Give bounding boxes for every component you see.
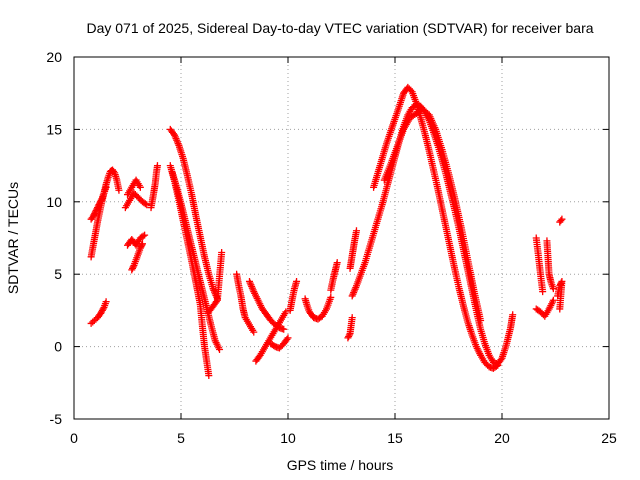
data-point: [102, 298, 110, 306]
data-point: [280, 325, 288, 333]
data-point: [293, 277, 301, 285]
data-point: [153, 162, 161, 170]
data-point: [539, 288, 547, 296]
axis-ticks: 0 5 10 15 20 25 -5 0 5 10 15 20: [46, 49, 617, 446]
data-point: [216, 345, 224, 353]
data-point: [218, 248, 226, 256]
x-tick-label: 25: [601, 430, 617, 446]
data-point: [497, 356, 505, 364]
data-point: [352, 227, 360, 235]
data-point: [97, 196, 105, 204]
data-point: [143, 201, 151, 209]
data-point: [333, 259, 341, 267]
data-point: [556, 305, 564, 313]
data-point: [115, 186, 123, 194]
data-point: [138, 241, 146, 249]
y-tick-label: 20: [46, 49, 62, 65]
x-tick-label: 15: [387, 430, 403, 446]
y-tick-label: 15: [46, 121, 62, 137]
y-axis-label: SDTVAR / TECUs: [5, 182, 21, 294]
data-point: [141, 200, 149, 208]
x-axis-label: GPS time / hours: [287, 457, 394, 473]
data-point: [282, 308, 290, 316]
data-point: [212, 298, 220, 306]
data-point: [139, 232, 147, 240]
x-tick-label: 0: [70, 430, 78, 446]
data-points: [87, 83, 566, 380]
data-point: [102, 183, 110, 191]
chart-title: Day 071 of 2025, Sidereal Day-to-day VTE…: [86, 20, 593, 36]
data-point: [141, 231, 149, 239]
data-point: [283, 335, 291, 343]
data-point: [345, 331, 353, 339]
data-point: [205, 372, 213, 380]
x-tick-label: 5: [177, 430, 185, 446]
data-point: [136, 183, 144, 191]
data-point: [509, 311, 517, 319]
data-point: [558, 215, 566, 223]
y-tick-label: 10: [46, 194, 62, 210]
data-point: [110, 167, 118, 175]
data-point: [138, 240, 146, 248]
data-point: [494, 361, 502, 369]
data-point: [477, 317, 485, 325]
y-tick-label: 0: [54, 339, 62, 355]
grid-lines: [74, 57, 609, 419]
data-point: [549, 285, 557, 293]
data-point: [492, 362, 500, 370]
data-point: [129, 263, 137, 271]
data-point: [557, 217, 565, 225]
data-point: [250, 328, 258, 336]
data-point: [327, 293, 335, 301]
plot-frame: [73, 56, 610, 420]
data-point: [284, 334, 292, 342]
y-tick-label: -5: [50, 411, 63, 427]
x-tick-label: 10: [280, 430, 296, 446]
data-point: [549, 296, 557, 304]
x-tick-label: 20: [494, 430, 510, 446]
data-point: [99, 305, 107, 313]
y-tick-label: 5: [54, 266, 62, 282]
data-point: [348, 314, 356, 322]
